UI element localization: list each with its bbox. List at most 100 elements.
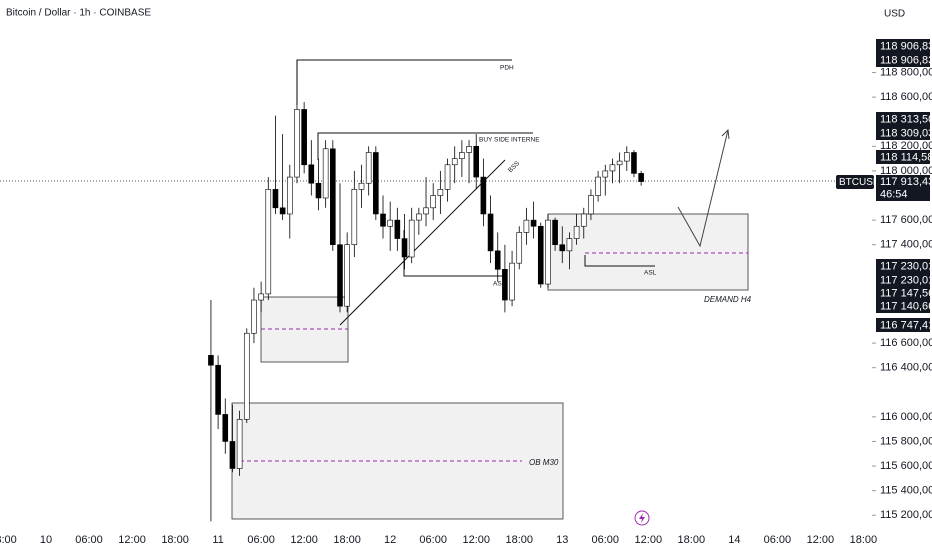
annotation: ASL <box>493 281 506 288</box>
candles <box>208 60 644 522</box>
candle-body <box>373 152 379 215</box>
candle-body <box>537 225 544 285</box>
candle-body <box>358 182 365 190</box>
candle-body <box>552 219 558 246</box>
candle-body <box>294 109 300 178</box>
y-tick-label: 118 200,00 <box>880 140 932 152</box>
price-tag-label: 117 140,66 <box>880 300 932 312</box>
candle-body <box>487 213 494 252</box>
candle-body <box>229 441 236 469</box>
last-price: 117 913,43 <box>880 176 932 188</box>
price-tag <box>876 126 930 140</box>
candle-body <box>401 238 408 258</box>
x-tick-label: 18:00 <box>850 534 878 546</box>
x-tick-label: 18:00 <box>0 534 17 546</box>
candle-body <box>258 293 264 301</box>
candle-body <box>351 189 358 246</box>
candle-body <box>580 213 587 227</box>
candle-body <box>631 152 637 174</box>
arrow <box>677 129 729 248</box>
y-tick-label: 118 000,00 <box>880 165 932 177</box>
x-tick-label: 11 <box>212 534 223 546</box>
chart-title: Bitcoin / Dollar · 1h · COINBASE <box>6 8 151 19</box>
candle-body <box>530 219 537 227</box>
x-tick-label: 12:00 <box>290 534 318 546</box>
price-tag-label: 116 747,41 <box>880 319 932 331</box>
candle-body <box>394 219 401 239</box>
x-tick-label: 06:00 <box>247 534 275 546</box>
candle-body <box>595 176 601 196</box>
candle-body <box>573 225 580 239</box>
y-tick-label: 115 800,00 <box>880 435 932 447</box>
annotation: PDH <box>500 65 514 72</box>
candle-body <box>243 332 250 420</box>
candle-body <box>616 160 623 166</box>
x-tick-label: 14 <box>728 534 740 546</box>
bsl-line <box>317 132 533 160</box>
candle-body <box>623 152 630 162</box>
candle-body <box>272 189 279 209</box>
annotation: BSS <box>507 160 522 175</box>
annotation: DEMAND H4 <box>704 295 752 304</box>
y-tick-label: 118 800,00 <box>880 66 932 78</box>
candle-body <box>466 146 472 153</box>
symbol-tag <box>836 175 874 189</box>
price-tag-label: 117 230,01 <box>880 260 932 272</box>
x-tick-label: 12:00 <box>462 534 490 546</box>
y-tick-label: 117 600,00 <box>880 214 932 226</box>
candle-body <box>322 148 329 199</box>
candle-body <box>301 109 307 166</box>
candle-body <box>559 244 566 252</box>
candle-body <box>208 355 214 366</box>
candle-body <box>509 262 515 301</box>
candle-body <box>387 219 393 227</box>
x-tick-label: 12:00 <box>118 534 146 546</box>
price-tag-label: 118 906,83 <box>880 40 932 52</box>
candle-body <box>437 189 444 196</box>
candle-body <box>236 419 243 469</box>
candle-body <box>609 164 616 172</box>
candle-body <box>286 176 293 215</box>
price-tag-label: 118 114,58 <box>880 151 932 163</box>
x-tick-label: 06:00 <box>592 534 620 546</box>
x-tick-label: 18:00 <box>678 534 706 546</box>
x-tick-label: 18:00 <box>161 534 189 546</box>
x-tick-label: 06:00 <box>764 534 792 546</box>
candle-body <box>408 219 415 258</box>
candle-body <box>330 148 336 246</box>
drawings <box>0 59 872 520</box>
x-tick-label: 10 <box>40 534 52 546</box>
x-tick-label: 06:00 <box>419 534 447 546</box>
currency: USD <box>884 9 905 20</box>
y-tick-label: 116 400,00 <box>880 362 932 374</box>
candle-body <box>365 152 372 184</box>
candle-body <box>251 299 257 334</box>
candle-body <box>523 219 530 233</box>
candle-body <box>588 195 594 215</box>
trend-line <box>339 159 506 326</box>
price-tag <box>876 299 930 313</box>
asl-line <box>584 255 655 267</box>
x-tick-label: 18:00 <box>333 534 361 546</box>
candle-body <box>444 164 451 190</box>
candle-body <box>416 213 422 221</box>
candle-body <box>494 250 501 270</box>
y-tick-label: 115 200,00 <box>880 509 932 521</box>
candle-body <box>308 164 315 184</box>
y-tick-label: 115 600,00 <box>880 460 932 472</box>
price-tag-label: 118 313,50 <box>880 113 932 125</box>
y-tick-label: 116 600,00 <box>880 337 932 349</box>
candle-body <box>480 176 487 215</box>
alert-icon[interactable] <box>634 510 650 526</box>
x-tick-label: 18:00 <box>505 534 533 546</box>
candle-body <box>423 207 429 215</box>
candle-body <box>516 232 523 264</box>
y-tick-label: 118 600,00 <box>880 91 932 103</box>
price-tag <box>876 53 930 67</box>
x-tick-label: 06:00 <box>75 534 103 546</box>
candle-body <box>473 146 480 178</box>
candle-body <box>566 238 573 252</box>
labels: Bitcoin / Dollar · 1h · COINBASE USD PDH… <box>0 8 932 546</box>
candle-body <box>459 152 465 159</box>
